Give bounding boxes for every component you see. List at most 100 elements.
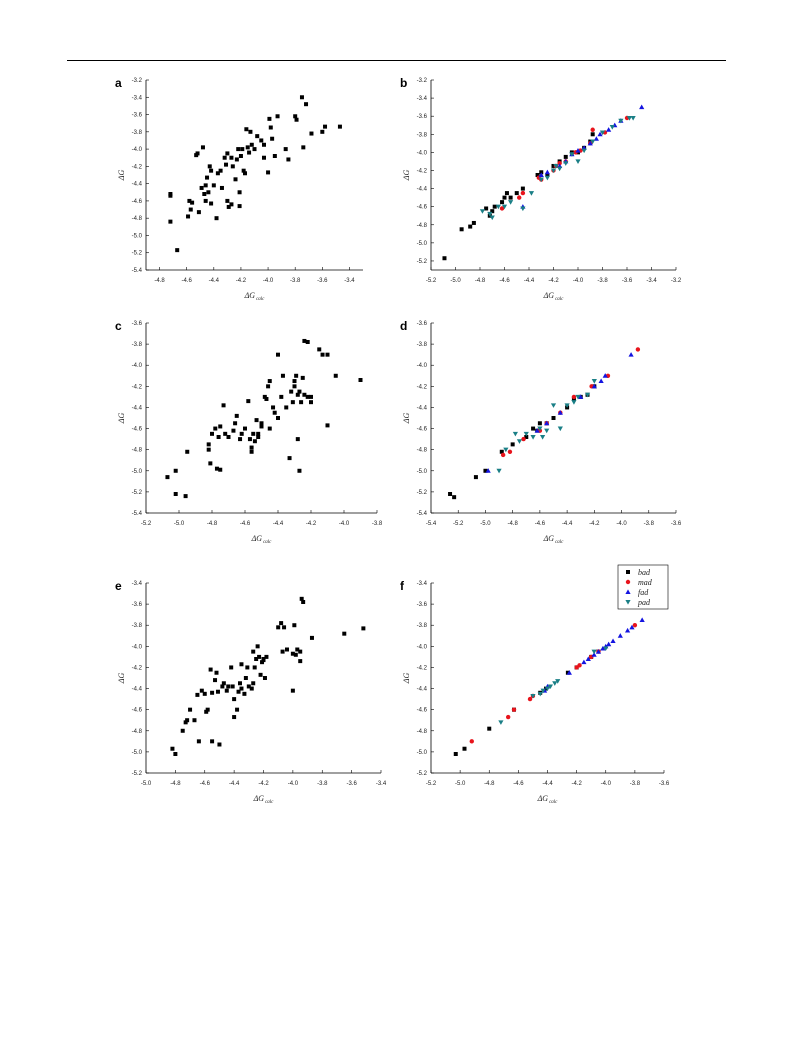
x-tick-label: -3.2 [671, 278, 682, 284]
data-point-bad [245, 665, 250, 670]
data-point-bad [230, 164, 235, 169]
data-point-bad [246, 399, 251, 404]
y-tick-label: -5.4 [417, 511, 428, 517]
data-point-mad [511, 707, 517, 712]
x-tick-label: -4.4 [229, 781, 240, 787]
y-tick-label: -3.8 [417, 623, 428, 629]
y-tick-label: -4.2 [132, 665, 143, 671]
chart-panel-f: f -5.2 -5.0 -4.8 -4.6 -4.4 -4.2 -4.0 -3.8 -3.6 -3.… [400, 564, 670, 805]
data-point-fad [587, 140, 593, 146]
data-point-bad [249, 449, 254, 454]
x-tick-label: -4.6 [535, 521, 546, 527]
data-point-bad [199, 688, 204, 693]
x-tick-label: -4.2 [306, 521, 317, 527]
data-point-bad [249, 142, 254, 147]
data-point-bad [282, 625, 287, 630]
y-tick-label: -5.0 [417, 241, 428, 247]
data-point-pad [599, 130, 606, 136]
x-tick-label: -4.8 [154, 278, 165, 284]
x-tick-label: -4.0 [616, 521, 627, 527]
data-point-pad [503, 447, 509, 453]
data-point-bad [239, 662, 244, 667]
panel-letter-a: a [115, 76, 122, 90]
data-point-bad [301, 600, 306, 604]
y-tick-label: -4.6 [417, 427, 428, 433]
y-tick-label: -4.0 [132, 363, 143, 369]
data-point-bad [229, 202, 234, 207]
data-point-bad [251, 681, 256, 686]
x-tick-label: -5.2 [426, 781, 437, 787]
data-point-bad [442, 256, 447, 261]
data-point-bad [264, 654, 269, 659]
data-point-pad [618, 118, 624, 124]
legend-marker-mad [625, 579, 631, 585]
data-point-bad [230, 684, 235, 689]
data-point-bad [242, 691, 247, 696]
data-point-bad [261, 142, 266, 147]
data-point-bad [231, 428, 236, 433]
x-tick-label: -5.0 [174, 521, 185, 527]
data-point-fad [544, 169, 550, 175]
x-axis-label: ΔGcalc [543, 291, 565, 302]
data-point-bad [249, 445, 254, 450]
data-point-bad [244, 127, 249, 132]
data-point-bad [213, 426, 218, 431]
panel-letter-e: e [115, 579, 122, 593]
data-point-bad [214, 466, 219, 471]
data-point-bad [203, 198, 208, 203]
data-point-pad [540, 435, 546, 440]
y-tick-label: -4.6 [417, 205, 428, 211]
data-point-fad [534, 428, 540, 433]
data-point-bad [510, 442, 515, 447]
chart-panel-a: a -5.4 -5.2 -5.0 -4.8 -4.6 -4.4 -4.2 -4.0 -3.8 -3.… [115, 76, 363, 302]
data-point-bad [210, 431, 214, 436]
y-tick-label: -5.0 [132, 233, 143, 239]
data-point-bad [490, 209, 495, 214]
data-point-bad [211, 183, 216, 188]
data-point-bad [539, 170, 544, 175]
data-point-pad [581, 148, 587, 154]
x-tick-label: -4.4 [524, 278, 535, 284]
data-point-pad [626, 116, 633, 121]
data-point-bad [514, 191, 519, 196]
x-tick-label: -4.2 [548, 278, 559, 284]
data-point-bad [325, 352, 330, 357]
y-tick-label: -3.8 [132, 342, 143, 348]
data-point-bad [287, 456, 292, 461]
x-tick-label: -3.8 [290, 278, 301, 284]
y-tick-label: -4.4 [132, 405, 143, 411]
data-point-bad [325, 423, 330, 428]
data-point-bad [202, 192, 207, 196]
data-point-bad [206, 447, 211, 452]
data-point-pad [495, 204, 501, 210]
data-point-bad [226, 435, 231, 439]
data-point-mad [632, 623, 638, 628]
y-tick-label: -4.2 [132, 384, 143, 390]
y-axis-label: ΔG [402, 413, 411, 425]
data-point-mad [520, 190, 526, 196]
x-tick-label: -5.0 [141, 781, 152, 787]
data-point-bad [266, 384, 271, 389]
data-point-bad [233, 421, 238, 426]
data-point-fad [578, 394, 584, 399]
data-point-bad [337, 124, 342, 129]
data-point-bad [208, 667, 213, 672]
y-tick-label: -3.8 [132, 623, 143, 629]
y-tick-label: -4.0 [417, 363, 428, 369]
data-point-pad [498, 720, 504, 725]
data-point-pad [575, 159, 581, 165]
data-point-bad [298, 659, 303, 664]
data-point-bad [245, 145, 250, 150]
data-point-bad [238, 681, 242, 686]
data-point-bad [214, 670, 219, 675]
data-point-bad [473, 475, 478, 480]
x-tick-label: -3.4 [344, 278, 355, 284]
data-point-bad [537, 421, 542, 426]
data-point-bad [342, 631, 347, 636]
y-tick-label: -4.4 [417, 405, 428, 411]
data-point-bad [502, 195, 507, 200]
data-point-bad [258, 672, 263, 677]
data-point-bad [170, 746, 175, 751]
data-point-bad [290, 688, 295, 693]
data-point-bad [243, 171, 248, 176]
